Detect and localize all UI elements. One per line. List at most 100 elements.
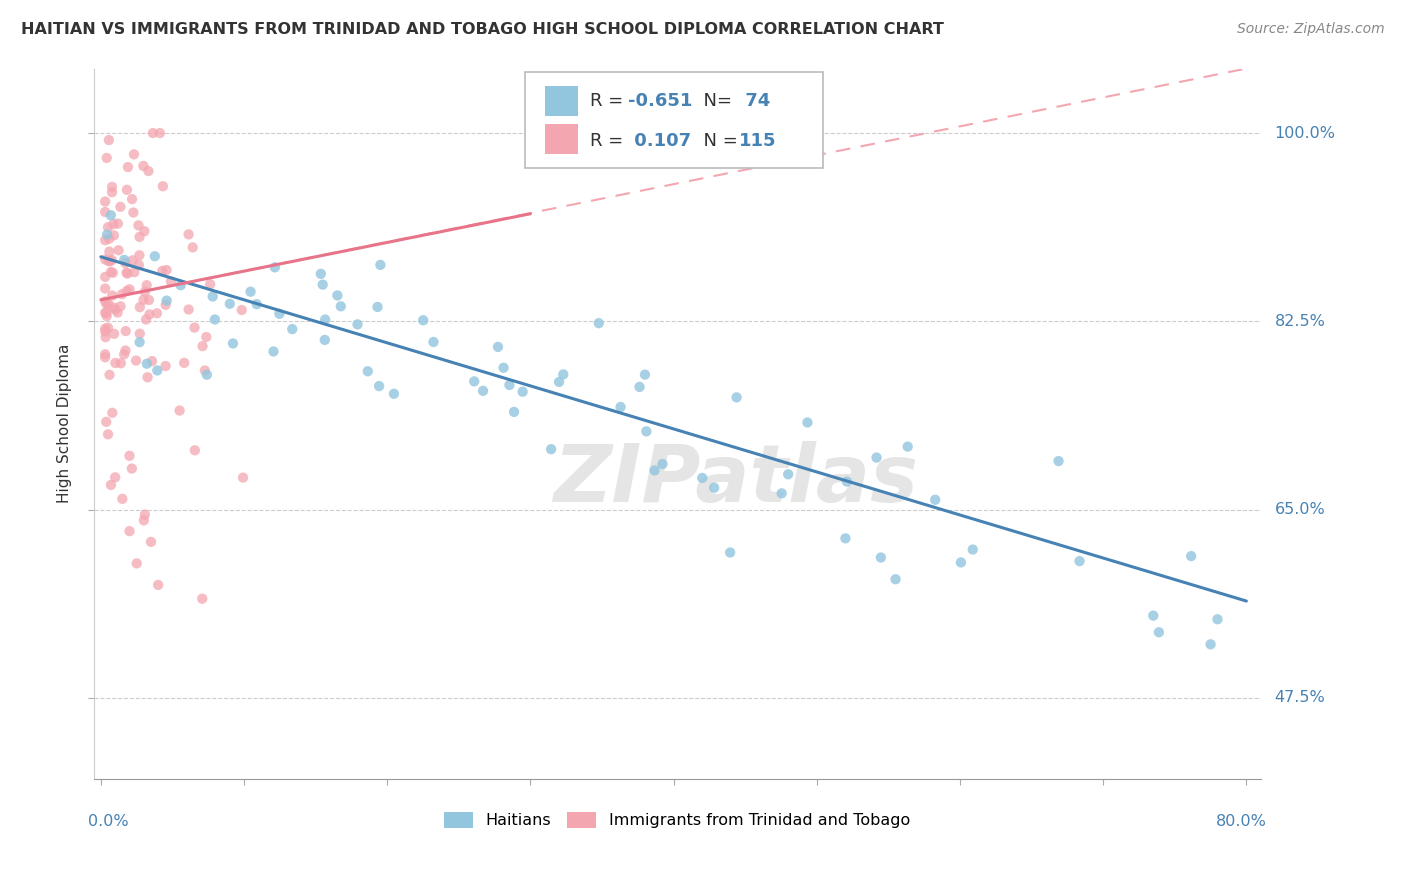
Haitians (897, 440, 920, 454)
Text: R =: R = (589, 92, 628, 111)
Immigrants from Trinidad and Tobago (195, 330, 218, 344)
Haitians (884, 572, 907, 586)
Haitians (135, 357, 157, 371)
Haitians (924, 492, 946, 507)
Immigrants from Trinidad and Tobago (96, 306, 118, 320)
Immigrants from Trinidad and Tobago (98, 254, 121, 268)
Haitians (329, 299, 352, 313)
Bar (546, 87, 578, 116)
Haitians (239, 285, 262, 299)
Immigrants from Trinidad and Tobago (135, 312, 157, 326)
Immigrants from Trinidad and Tobago (104, 470, 127, 484)
Haitians (492, 360, 515, 375)
Immigrants from Trinidad and Tobago (173, 356, 195, 370)
Immigrants from Trinidad and Tobago (97, 254, 120, 268)
Immigrants from Trinidad and Tobago (110, 299, 132, 313)
Immigrants from Trinidad and Tobago (107, 305, 129, 319)
Haitians (169, 278, 191, 293)
Text: -0.651: -0.651 (628, 92, 693, 111)
Haitians (778, 467, 800, 482)
Haitians (770, 486, 793, 500)
Haitians (222, 336, 245, 351)
Haitians (796, 416, 818, 430)
Immigrants from Trinidad and Tobago (118, 524, 141, 538)
Haitians (1206, 612, 1229, 626)
Immigrants from Trinidad and Tobago (125, 557, 148, 571)
Immigrants from Trinidad and Tobago (177, 227, 200, 242)
Haitians (128, 335, 150, 350)
Haitians (195, 368, 218, 382)
Immigrants from Trinidad and Tobago (128, 248, 150, 262)
Immigrants from Trinidad and Tobago (114, 324, 136, 338)
Haitians (96, 227, 118, 242)
Immigrants from Trinidad and Tobago (134, 224, 156, 238)
Immigrants from Trinidad and Tobago (139, 534, 162, 549)
Text: 47.5%: 47.5% (1275, 690, 1326, 706)
Immigrants from Trinidad and Tobago (132, 159, 155, 173)
Immigrants from Trinidad and Tobago (101, 179, 124, 194)
Immigrants from Trinidad and Tobago (142, 126, 165, 140)
Text: 65.0%: 65.0% (1275, 502, 1326, 517)
Immigrants from Trinidad and Tobago (100, 478, 122, 492)
Immigrants from Trinidad and Tobago (101, 288, 124, 302)
Haitians (156, 293, 179, 308)
Haitians (636, 425, 658, 439)
Haitians (357, 364, 380, 378)
Immigrants from Trinidad and Tobago (114, 343, 136, 358)
Immigrants from Trinidad and Tobago (128, 300, 150, 314)
Immigrants from Trinidad and Tobago (101, 185, 124, 199)
Immigrants from Trinidad and Tobago (124, 265, 146, 279)
Immigrants from Trinidad and Tobago (132, 293, 155, 307)
Legend: Haitians, Immigrants from Trinidad and Tobago: Haitians, Immigrants from Trinidad and T… (437, 805, 917, 835)
Text: 74: 74 (740, 92, 770, 111)
Haitians (553, 368, 575, 382)
Haitians (422, 334, 444, 349)
Immigrants from Trinidad and Tobago (155, 359, 177, 373)
Immigrants from Trinidad and Tobago (115, 183, 138, 197)
Immigrants from Trinidad and Tobago (96, 309, 118, 323)
Haitians (703, 481, 725, 495)
Immigrants from Trinidad and Tobago (94, 281, 117, 295)
Y-axis label: High School Diploma: High School Diploma (58, 343, 72, 503)
Haitians (366, 300, 388, 314)
Text: 100.0%: 100.0% (1275, 126, 1336, 141)
Haitians (314, 333, 336, 347)
Haitians (1047, 454, 1070, 468)
Haitians (100, 208, 122, 222)
Immigrants from Trinidad and Tobago (112, 347, 135, 361)
Immigrants from Trinidad and Tobago (101, 266, 124, 280)
Haitians (512, 384, 534, 399)
Immigrants from Trinidad and Tobago (152, 179, 174, 194)
Immigrants from Trinidad and Tobago (132, 513, 155, 527)
Immigrants from Trinidad and Tobago (118, 449, 141, 463)
Haitians (146, 363, 169, 377)
Immigrants from Trinidad and Tobago (122, 205, 145, 219)
Text: N=: N= (692, 92, 738, 111)
Immigrants from Trinidad and Tobago (121, 461, 143, 475)
Haitians (472, 384, 495, 398)
Immigrants from Trinidad and Tobago (125, 353, 148, 368)
Immigrants from Trinidad and Tobago (103, 326, 125, 341)
Haitians (412, 313, 434, 327)
Haitians (690, 471, 713, 485)
Text: 115: 115 (740, 132, 776, 150)
FancyBboxPatch shape (526, 72, 823, 168)
Immigrants from Trinidad and Tobago (94, 306, 117, 320)
Haitians (644, 463, 666, 477)
Haitians (143, 249, 166, 263)
Immigrants from Trinidad and Tobago (97, 320, 120, 334)
Text: 80.0%: 80.0% (1216, 814, 1267, 829)
Text: Source: ZipAtlas.com: Source: ZipAtlas.com (1237, 22, 1385, 37)
Immigrants from Trinidad and Tobago (107, 217, 129, 231)
Immigrants from Trinidad and Tobago (121, 192, 143, 206)
Haitians (1147, 625, 1170, 640)
Immigrants from Trinidad and Tobago (98, 244, 121, 259)
Immigrants from Trinidad and Tobago (128, 258, 150, 272)
Immigrants from Trinidad and Tobago (231, 303, 253, 318)
Haitians (201, 289, 224, 303)
Haitians (263, 344, 285, 359)
Immigrants from Trinidad and Tobago (128, 326, 150, 341)
Haitians (628, 380, 651, 394)
Immigrants from Trinidad and Tobago (97, 220, 120, 235)
Immigrants from Trinidad and Tobago (94, 351, 117, 365)
